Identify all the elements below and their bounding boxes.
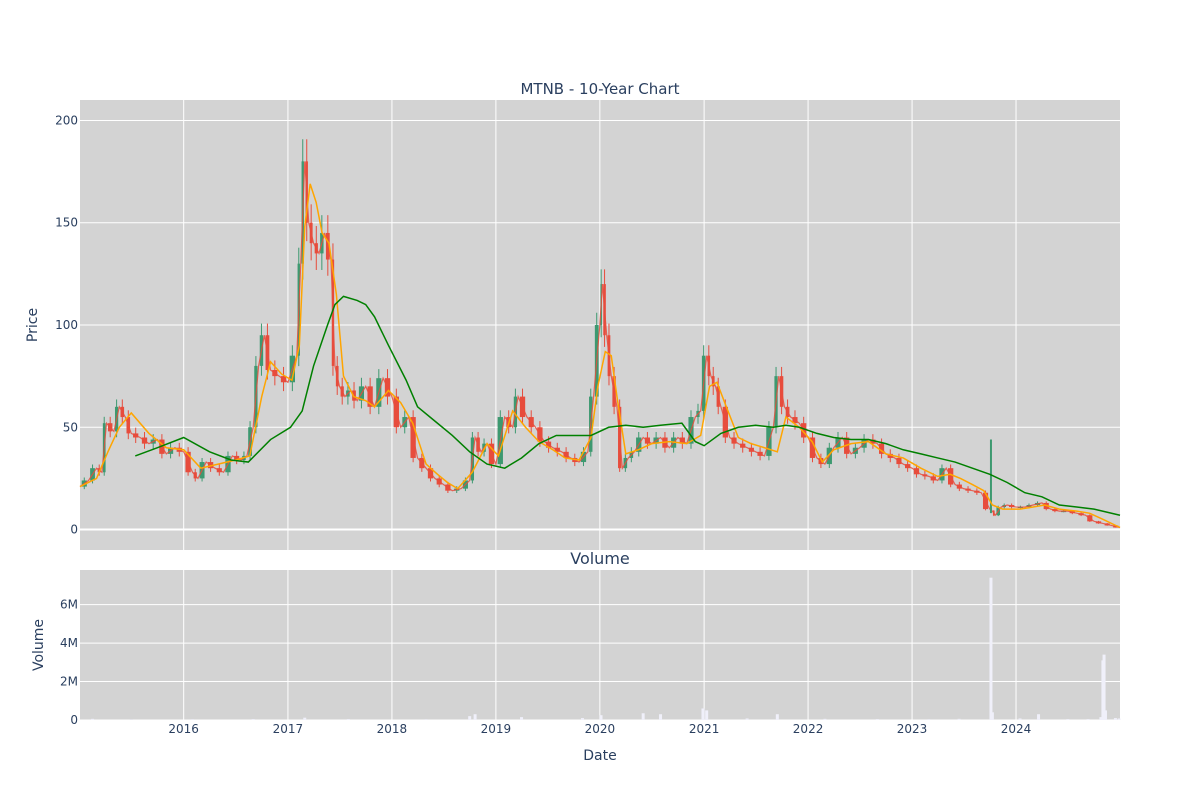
volume-bar [1102,654,1106,720]
price-candles [79,139,1121,529]
date-x-tick-label: 2016 [168,722,199,736]
volume-bar [1037,714,1041,720]
volume-bar [1117,718,1121,720]
volume-bar [823,718,827,720]
volume-gridlines [80,570,1120,721]
volume-y-tick-label: 4M [60,636,78,650]
volume-bar [91,718,95,720]
volume-bar [989,577,993,720]
date-x-tick-label: 2020 [585,722,616,736]
volume-bar [957,718,961,720]
volume-bar [990,712,994,720]
date-x-tick-label: 2018 [377,722,408,736]
volume-y-tick-label: 2M [60,675,78,689]
volume-y-axis-label: Volume [31,619,47,671]
volume-bar [659,714,663,720]
volume-bars [91,577,1121,720]
volume-bar [191,719,195,720]
volume-bar [520,717,524,720]
date-x-tick-label: 2024 [1001,722,1032,736]
volume-bar [424,719,428,720]
price-y-axis-ticks: 0 50 100 150 200 [55,113,78,536]
date-x-axis-label: Date [583,748,616,764]
date-x-tick-label: 2023 [897,722,928,736]
volume-bar [129,719,133,720]
price-close-line [79,161,1121,529]
volume-bar [1113,718,1117,720]
price-y-tick-label: 0 [70,523,78,537]
volume-bar [875,719,879,720]
volume-chart-title: Volume [570,549,630,568]
price-y-tick-label: 200 [55,113,78,127]
price-moving-averages [79,183,1121,529]
volume-bar [775,714,779,720]
volume-bar [346,719,350,720]
price-ma-short-line [79,183,1121,529]
volume-bar [1103,710,1107,720]
volume-bar [1099,717,1103,720]
volume-bar [1086,719,1090,720]
volume-bar [641,713,645,720]
volume-bar [473,714,477,720]
volume-bar [303,717,307,720]
volume-bar [1018,718,1022,720]
volume-y-tick-label: 6M [60,598,78,612]
volume-bar [1066,719,1070,720]
price-ma-long-line [135,295,1121,516]
volume-bar [580,718,584,720]
volume-bar [468,716,472,720]
date-x-axis-ticks: 2016 2017 2018 2019 2020 2021 2022 2023 2024 [168,722,1031,736]
volume-bar [251,719,255,720]
price-y-tick-label: 100 [55,318,78,332]
date-x-tick-label: 2019 [481,722,512,736]
date-x-tick-label: 2022 [793,722,824,736]
volume-y-axis-ticks: 0 2M 4M 6M [60,598,78,727]
volume-bar [927,719,931,720]
date-x-tick-label: 2021 [689,722,720,736]
volume-bar [701,708,705,720]
volume-bar [599,715,603,720]
volume-bar [745,718,749,720]
date-x-tick-label: 2017 [273,722,304,736]
price-chart-title: MTNB - 10-Year Chart [520,80,679,98]
price-y-axis-label: Price [25,308,41,342]
price-y-tick-label: 50 [63,420,78,434]
volume-y-tick-label: 0 [70,713,78,727]
volume-bar [705,710,709,720]
price-y-tick-label: 150 [55,216,78,230]
